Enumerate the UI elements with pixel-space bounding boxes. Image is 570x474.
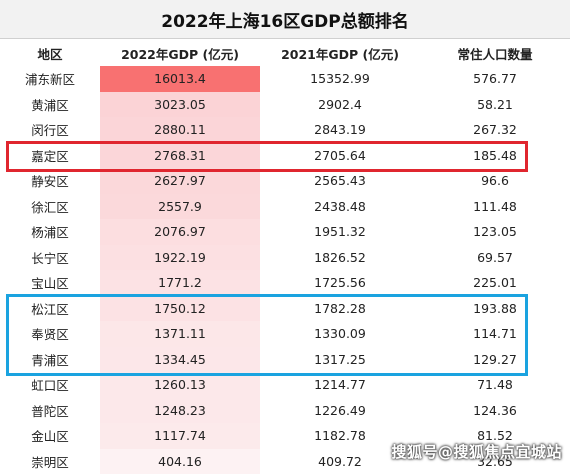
value-cell: 2627.97: [100, 168, 260, 194]
value-cell: 71.48: [420, 372, 570, 398]
value-cell: 3023.05: [100, 92, 260, 118]
value-cell: 1951.32: [260, 219, 420, 245]
value-cell: 1330.09: [260, 321, 420, 347]
district-cell: 徐汇区: [0, 194, 100, 220]
value-cell: 111.48: [420, 194, 570, 220]
column-header: 常住人口数量: [420, 40, 570, 66]
value-cell: 576.77: [420, 66, 570, 92]
district-cell: 普陀区: [0, 398, 100, 424]
value-cell: 2705.64: [260, 143, 420, 169]
district-cell: 长宁区: [0, 245, 100, 271]
value-cell: 1782.28: [260, 296, 420, 322]
column-header: 2021年GDP (亿元): [260, 40, 420, 66]
value-cell: 193.88: [420, 296, 570, 322]
value-cell: 2880.11: [100, 117, 260, 143]
district-cell: 松江区: [0, 296, 100, 322]
value-cell: 267.32: [420, 117, 570, 143]
table-title: 2022年上海16区GDP总额排名: [0, 0, 570, 39]
value-cell: 2438.48: [260, 194, 420, 220]
value-cell: 2076.97: [100, 219, 260, 245]
value-cell: 1371.11: [100, 321, 260, 347]
value-cell: 1214.77: [260, 372, 420, 398]
district-cell: 静安区: [0, 168, 100, 194]
district-cell: 奉贤区: [0, 321, 100, 347]
district-cell: 崇明区: [0, 449, 100, 474]
value-cell: 1750.12: [100, 296, 260, 322]
value-cell: 2557.9: [100, 194, 260, 220]
value-cell: 1260.13: [100, 372, 260, 398]
district-cell: 黄浦区: [0, 92, 100, 118]
value-cell: 16013.4: [100, 66, 260, 92]
value-cell: 124.36: [420, 398, 570, 424]
district-cell: 浦东新区: [0, 66, 100, 92]
value-cell: 1826.52: [260, 245, 420, 271]
value-cell: 1248.23: [100, 398, 260, 424]
district-cell: 闵行区: [0, 117, 100, 143]
value-cell: 2902.4: [260, 92, 420, 118]
value-cell: 69.57: [420, 245, 570, 271]
value-cell: 129.27: [420, 347, 570, 373]
value-cell: 185.48: [420, 143, 570, 169]
value-cell: 1922.19: [100, 245, 260, 271]
value-cell: 114.71: [420, 321, 570, 347]
value-cell: 1226.49: [260, 398, 420, 424]
district-cell: 虹口区: [0, 372, 100, 398]
value-cell: 2768.31: [100, 143, 260, 169]
value-cell: 225.01: [420, 270, 570, 296]
value-cell: 123.05: [420, 219, 570, 245]
value-cell: 1725.56: [260, 270, 420, 296]
value-cell: 96.6: [420, 168, 570, 194]
district-cell: 杨浦区: [0, 219, 100, 245]
value-cell: 2843.19: [260, 117, 420, 143]
column-header: 地区: [0, 40, 100, 66]
value-cell: 404.16: [100, 449, 260, 474]
value-cell: 1317.25: [260, 347, 420, 373]
district-cell: 青浦区: [0, 347, 100, 373]
value-cell: 1334.45: [100, 347, 260, 373]
watermark: 搜狐号@搜狐焦点宜城站: [391, 441, 562, 462]
value-cell: 58.21: [420, 92, 570, 118]
value-cell: 2565.43: [260, 168, 420, 194]
value-cell: 1771.2: [100, 270, 260, 296]
value-cell: 1117.74: [100, 423, 260, 449]
district-cell: 宝山区: [0, 270, 100, 296]
district-cell: 嘉定区: [0, 143, 100, 169]
column-header: 2022年GDP (亿元): [100, 40, 260, 66]
value-cell: 15352.99: [260, 66, 420, 92]
district-cell: 金山区: [0, 423, 100, 449]
